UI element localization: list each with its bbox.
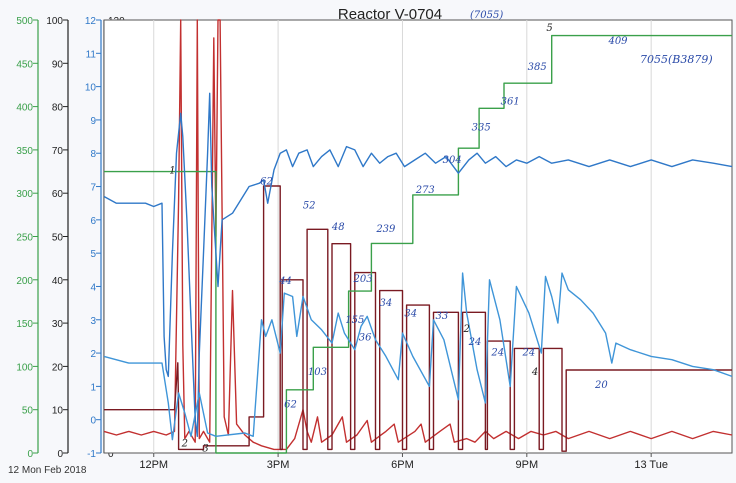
axis_12-tick-label: 9 bbox=[90, 116, 96, 127]
axis_120-tick-label: 0 bbox=[108, 449, 114, 460]
axis_12-tick-label: 6 bbox=[90, 216, 96, 227]
annotation-label: 44 bbox=[278, 276, 292, 287]
axis_12-tick-label: 1 bbox=[90, 382, 96, 393]
annotation-label: 36 bbox=[359, 332, 372, 343]
axis_12-tick-label: 8 bbox=[90, 149, 96, 160]
annotation-label: 203 bbox=[353, 274, 373, 285]
annotation-label: 304 bbox=[443, 155, 462, 166]
axis_100-tick-label: 40 bbox=[52, 276, 64, 287]
annotation-label: 4 bbox=[531, 367, 538, 378]
annotation-label: 2 bbox=[181, 439, 188, 450]
axis_500-tick-label: 300 bbox=[16, 189, 33, 200]
axis_500-tick-label: 100 bbox=[16, 362, 33, 373]
axis_500-tick-label: 200 bbox=[16, 276, 33, 287]
axis_500-tick-label: 50 bbox=[22, 406, 34, 417]
handwritten-id-note: 7055(B3879) bbox=[640, 53, 713, 66]
axis_100-tick-label: 30 bbox=[52, 319, 64, 330]
axis_500-tick-label: 500 bbox=[16, 16, 33, 27]
annotation-label: 1 bbox=[169, 166, 175, 177]
axis_500-tick-label: 400 bbox=[16, 103, 33, 114]
annotation-label: 33 bbox=[435, 311, 448, 322]
axis_500-tick-label: 150 bbox=[16, 319, 33, 330]
series-line-5 bbox=[103, 272, 733, 441]
axis_500-tick-label: 250 bbox=[16, 233, 33, 244]
annotation-label: 103 bbox=[308, 367, 327, 378]
chart-title: Reactor V-0704 bbox=[338, 6, 442, 23]
annotation-label: 24 bbox=[468, 337, 482, 348]
annotation-label: 239 bbox=[375, 224, 396, 235]
x-tick-label: 12PM bbox=[139, 459, 168, 471]
axis_12-tick-label: 12 bbox=[85, 16, 97, 27]
annotation-label: 52 bbox=[303, 200, 316, 211]
annotation-label: 273 bbox=[415, 185, 435, 196]
axis_100-tick-label: 10 bbox=[52, 406, 64, 417]
annotation-label: 361 bbox=[501, 96, 520, 107]
axis_12-tick-label: 3 bbox=[90, 316, 96, 327]
annotation-label: 335 bbox=[472, 122, 491, 133]
axis_12-tick-label: 10 bbox=[85, 83, 97, 94]
axis_500-tick-label: 350 bbox=[16, 146, 33, 157]
annotation-label: 24 bbox=[490, 348, 504, 359]
annotation-label: 62 bbox=[284, 400, 297, 411]
x-tick-label: 6PM bbox=[391, 459, 414, 471]
annotation-label: 3 bbox=[202, 444, 208, 455]
axis_100-tick-label: 70 bbox=[52, 146, 64, 157]
annotation-label: 34 bbox=[380, 298, 393, 309]
axis_12-tick-label: 2 bbox=[90, 349, 96, 360]
axis_100-tick-label: 80 bbox=[52, 103, 64, 114]
annotation-label: 2 bbox=[463, 324, 470, 335]
annotation-label: 34 bbox=[404, 309, 417, 320]
series-line-3 bbox=[104, 34, 732, 454]
axis_100-tick-label: 60 bbox=[52, 189, 64, 200]
axis_12-tick-label: 0 bbox=[90, 416, 96, 427]
annotation-label: 155 bbox=[345, 315, 364, 326]
series-line-2 bbox=[104, 185, 732, 452]
annotation-label: 48 bbox=[331, 222, 345, 233]
axis_12-tick-label: 11 bbox=[86, 49, 97, 60]
axis_500-tick-label: 450 bbox=[16, 59, 33, 70]
annotation-label: 62 bbox=[260, 177, 273, 188]
axis_100-tick-label: 50 bbox=[52, 233, 64, 244]
axis_12-tick-label: 7 bbox=[90, 183, 96, 194]
axis_100-tick-label: 90 bbox=[52, 59, 64, 70]
annotation-label: 20 bbox=[594, 380, 608, 391]
annotation-label: 24 bbox=[522, 348, 536, 359]
x-tick-label: 9PM bbox=[515, 459, 538, 471]
series-line-4 bbox=[103, 92, 733, 437]
title-note: (7055) bbox=[470, 10, 503, 21]
axis_100-tick-label: 20 bbox=[52, 362, 64, 373]
annotation-label: 385 bbox=[528, 62, 547, 73]
axis_12-tick-label: 4 bbox=[90, 282, 96, 293]
axis_500-tick-label: 0 bbox=[27, 449, 33, 460]
x-tick-label: 13 Tue bbox=[634, 459, 668, 471]
axis_100-tick-label: 100 bbox=[46, 16, 63, 27]
annotation-label: 5 bbox=[546, 23, 552, 34]
axis_12-tick-label: 5 bbox=[90, 249, 96, 260]
axis_100-tick-label: 0 bbox=[57, 449, 63, 460]
annotation-label: 409 bbox=[607, 36, 628, 47]
axis_12-tick-label: -1 bbox=[87, 449, 96, 460]
footer-date: 12 Mon Feb 2018 bbox=[8, 465, 87, 476]
x-tick-label: 3PM bbox=[267, 459, 290, 471]
plot-area bbox=[103, 19, 733, 454]
